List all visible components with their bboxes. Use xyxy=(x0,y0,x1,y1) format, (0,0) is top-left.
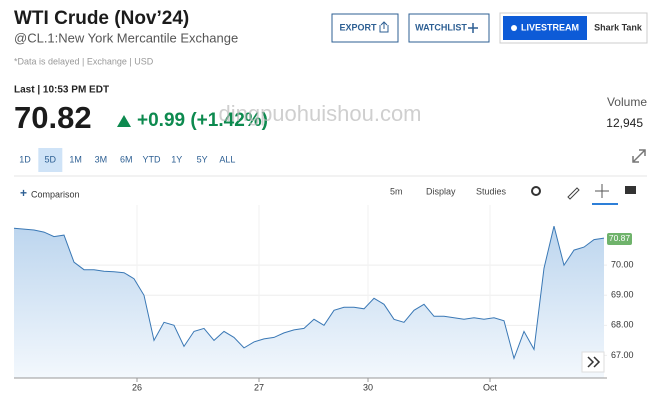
range-button[interactable]: 1Y xyxy=(171,154,182,164)
live-dot xyxy=(511,25,517,31)
comparison[interactable]: Comparison xyxy=(31,189,80,199)
x-tick-label: 30 xyxy=(363,382,373,392)
watchlist-label[interactable]: WATCHLIST xyxy=(415,22,467,32)
plus: + xyxy=(20,186,27,200)
livestream-label[interactable]: LIVESTREAM xyxy=(521,22,579,32)
x-tick-label: 26 xyxy=(132,382,142,392)
comment-icon[interactable] xyxy=(625,186,636,194)
x-tick-label: Oct xyxy=(483,382,498,392)
area xyxy=(14,226,604,378)
last-label: Last | 10:53 PM EDT xyxy=(14,85,109,96)
change: +0.99 (+1.42%) xyxy=(137,110,268,131)
note: *Data is delayed | Exchange | USD xyxy=(14,56,154,66)
scroll-icon xyxy=(587,356,601,368)
export-icon xyxy=(379,21,389,33)
show-label[interactable]: Shark Tank xyxy=(594,22,643,32)
volume: 12,945 xyxy=(606,116,643,130)
x-tick-label: 27 xyxy=(254,382,264,392)
volume-label: Volume xyxy=(607,95,647,109)
y-tick-label: 69.00 xyxy=(611,290,634,300)
expand-icon[interactable] xyxy=(632,149,646,163)
export-label[interactable]: EXPORT xyxy=(339,22,377,32)
line xyxy=(13,225,605,361)
range-button[interactable]: 5D xyxy=(45,154,57,164)
price-tag xyxy=(607,232,632,245)
range-button[interactable]: YTD xyxy=(143,154,162,164)
interval[interactable]: 5m xyxy=(390,186,403,196)
crosshair-icon[interactable] xyxy=(595,184,609,198)
range-button[interactable]: ALL xyxy=(219,154,235,164)
price-tag-label: 70.87 xyxy=(609,233,631,243)
y-tick-label: 68.00 xyxy=(611,320,634,330)
draw-icon[interactable] xyxy=(567,187,580,200)
y-tick-label: 67.00 xyxy=(611,350,634,360)
title: WTI Crude (Nov’24) xyxy=(14,8,189,29)
range-button[interactable]: 5Y xyxy=(197,154,208,164)
subtitle: @CL.1:New York Mercantile Exchange xyxy=(14,30,238,45)
range-button[interactable]: 6M xyxy=(120,154,133,164)
plot: 67.00 68.00 69.00 70.00 26 27 30 Oct 70.87 xyxy=(13,205,634,392)
range-button[interactable]: 1D xyxy=(19,154,31,164)
plus-icon xyxy=(468,23,478,33)
range-button[interactable]: 3M xyxy=(95,154,108,164)
y-tick-label: 70.00 xyxy=(611,260,634,270)
up-arrow xyxy=(117,115,131,127)
range-active xyxy=(38,148,63,172)
settings-icon[interactable] xyxy=(531,186,541,196)
watermark: dingpuohuishou.com xyxy=(218,101,421,126)
price: 70.82 xyxy=(14,100,92,135)
studies[interactable]: Studies xyxy=(476,186,507,196)
display[interactable]: Display xyxy=(426,186,456,196)
export-button[interactable] xyxy=(331,13,399,43)
range-button[interactable]: 1M xyxy=(69,154,82,164)
range-bar: 1D 5D 1M 3M 6M YTD 1Y 5Y ALL xyxy=(19,148,235,172)
